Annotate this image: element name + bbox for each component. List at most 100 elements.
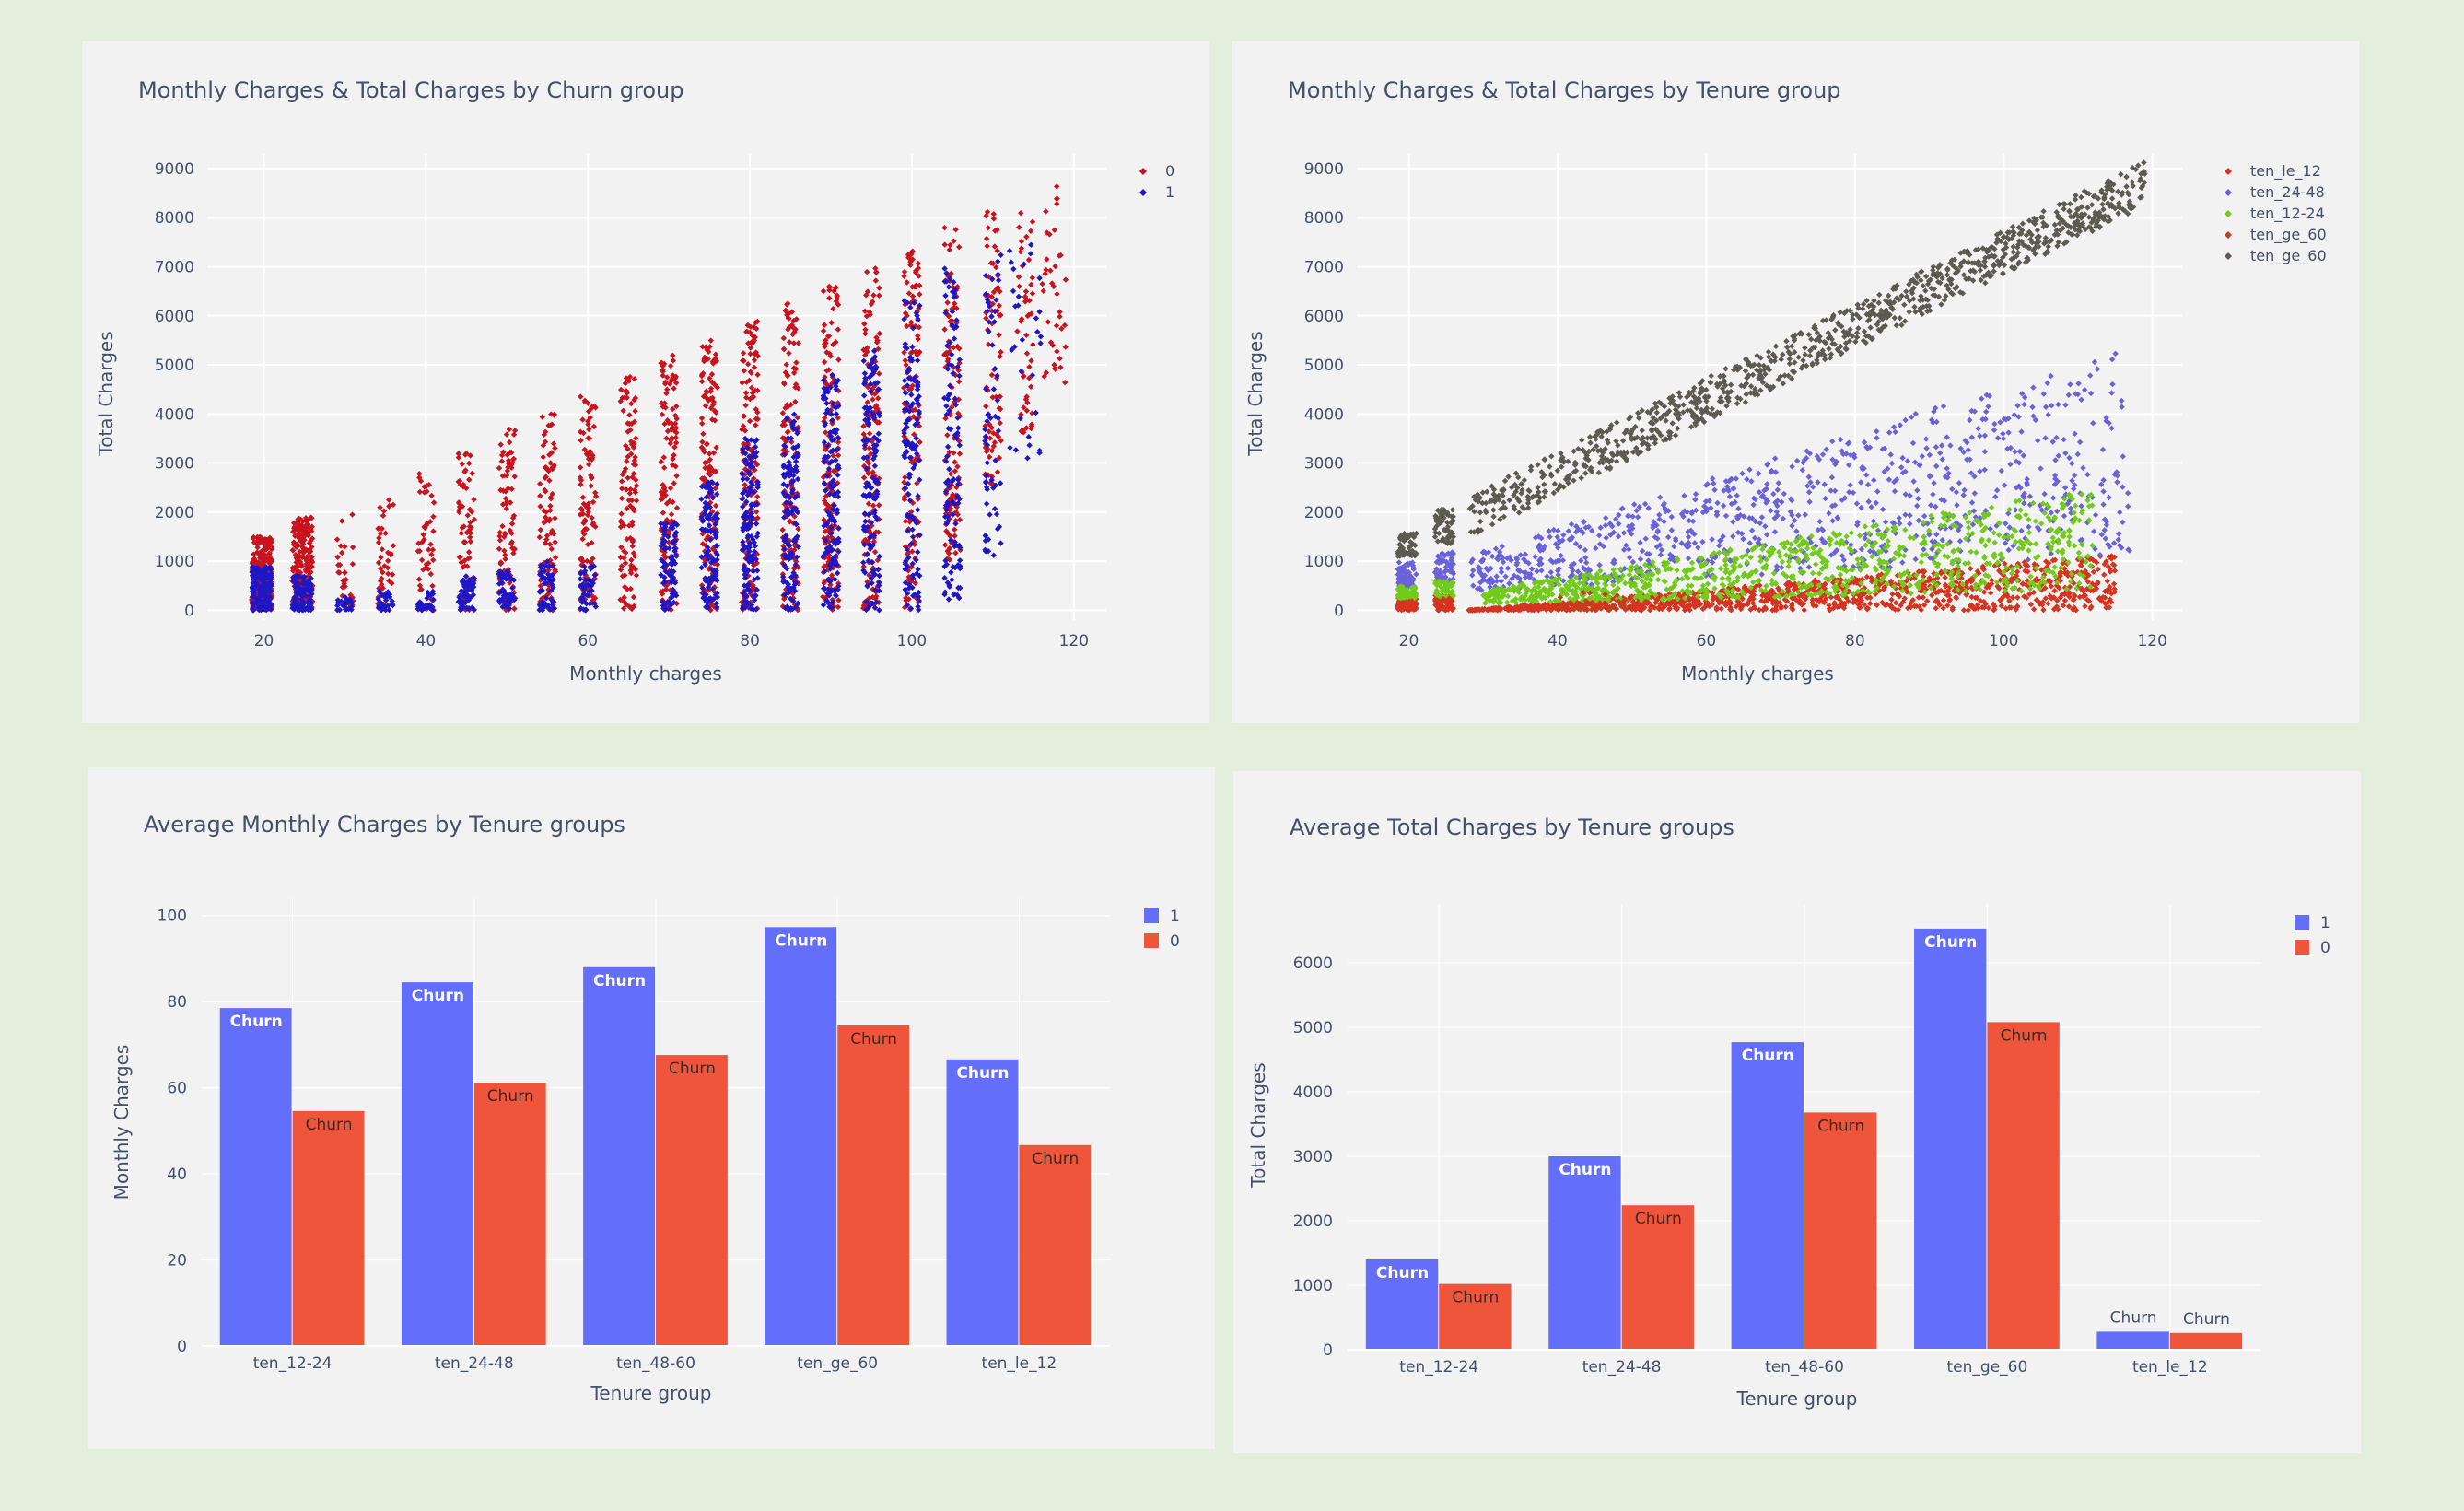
data-point: [948, 569, 954, 576]
data-point: [268, 567, 274, 573]
data-point: [944, 343, 951, 349]
data-point: [1884, 601, 1891, 607]
data-point: [623, 486, 630, 493]
data-point: [699, 420, 706, 427]
data-point: [578, 605, 584, 612]
data-point: [901, 384, 907, 392]
data-point: [507, 499, 514, 506]
data-point: [862, 375, 869, 381]
data-point: [835, 434, 842, 441]
data-point: [550, 584, 556, 591]
data-point: [1718, 605, 1724, 612]
data-point: [1021, 429, 1027, 436]
data-point: [502, 552, 508, 558]
data-point: [506, 426, 513, 433]
data-point: [941, 225, 948, 231]
data-point: [949, 322, 955, 328]
data-point: [2014, 594, 2021, 601]
data-point: [378, 578, 384, 585]
data-point: [622, 572, 628, 579]
data-point: [457, 554, 463, 561]
data-point: [835, 415, 841, 421]
data-point: [1016, 224, 1022, 230]
data-point: [2008, 604, 2014, 611]
data-point: [781, 421, 788, 428]
data-point: [832, 592, 839, 599]
data-point: [820, 553, 826, 559]
data-point: [298, 586, 306, 593]
data-point: [621, 605, 627, 612]
data-point: [954, 343, 961, 350]
data-point: [948, 471, 954, 477]
data-point: [588, 483, 594, 489]
data-point: [743, 379, 750, 385]
data-point: [751, 364, 758, 370]
data-point: [952, 539, 958, 545]
data-point: [751, 597, 758, 603]
data-point: [954, 463, 961, 470]
data-point: [660, 542, 667, 548]
data-point: [710, 545, 717, 553]
data-point: [293, 590, 299, 597]
data-point: [307, 599, 313, 605]
data-point: [703, 536, 709, 543]
data-point: [1051, 227, 1058, 233]
data-point: [470, 584, 477, 591]
data-point: [954, 364, 961, 370]
data-point: [624, 536, 630, 543]
data-point: [876, 292, 882, 299]
data-point: [751, 475, 757, 482]
data-point: [633, 476, 639, 484]
data-point: [669, 593, 675, 601]
data-point: [945, 425, 952, 432]
data-point: [753, 406, 759, 413]
data-point: [781, 474, 788, 480]
data-point: [866, 405, 872, 412]
data-point: [983, 500, 990, 507]
data-point: [1022, 293, 1029, 300]
data-point: [829, 487, 835, 494]
data-point: [982, 438, 988, 444]
data-point: [986, 274, 992, 280]
data-point: [983, 291, 989, 298]
data-point: [866, 491, 872, 498]
data-point: [750, 339, 756, 346]
data-point: [828, 524, 835, 532]
data-point: [986, 328, 992, 334]
data-point: [706, 481, 712, 488]
data-point: [998, 311, 1004, 319]
data-point: [660, 564, 667, 570]
data-point: [868, 520, 875, 526]
data-point: [788, 402, 794, 408]
data-point: [750, 552, 756, 558]
data-point: [863, 598, 870, 605]
data-point: [670, 357, 677, 364]
x-tick-label: 60: [578, 632, 598, 650]
data-point: [660, 372, 666, 379]
data-point: [834, 427, 840, 433]
data-point: [461, 539, 467, 545]
data-point: [671, 385, 677, 392]
data-point: [944, 432, 951, 439]
data-point: [385, 557, 391, 564]
data-point: [992, 366, 998, 372]
data-point: [873, 599, 880, 605]
data-point: [742, 567, 749, 573]
data-point: [334, 603, 341, 609]
data-point: [510, 431, 518, 438]
data-point: [290, 568, 297, 574]
data-point: [2000, 571, 2007, 579]
data-point: [429, 597, 436, 603]
data-point: [419, 607, 426, 614]
legend-marker: [1139, 168, 1147, 175]
data-point: [1942, 574, 1948, 580]
data-point: [628, 420, 636, 428]
data-point: [946, 391, 952, 397]
data-point: [784, 449, 790, 455]
data-point: [748, 369, 754, 376]
data-point: [904, 448, 910, 455]
data-point: [1691, 602, 1698, 608]
data-point: [905, 551, 911, 557]
data-point: [866, 460, 872, 466]
data-point: [536, 533, 543, 541]
